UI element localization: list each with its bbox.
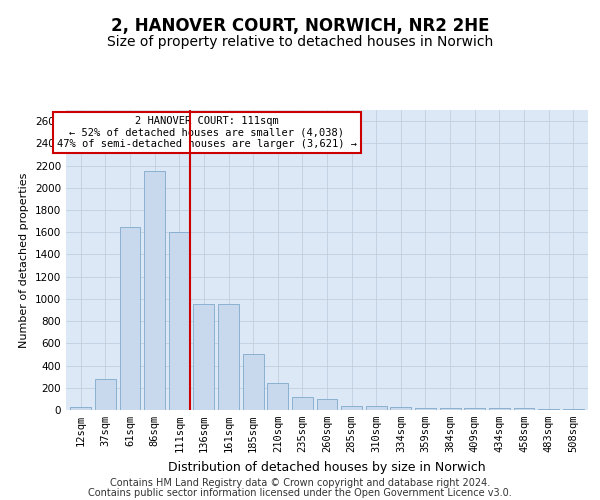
Bar: [415, 408, 436, 410]
Bar: [391, 407, 412, 410]
Bar: [292, 396, 313, 410]
Text: 2, HANOVER COURT, NORWICH, NR2 2HE: 2, HANOVER COURT, NORWICH, NR2 2HE: [111, 18, 489, 36]
Bar: [267, 383, 288, 410]
Text: Contains public sector information licensed under the Open Government Licence v3: Contains public sector information licen…: [88, 488, 512, 498]
Bar: [169, 232, 190, 410]
Bar: [464, 408, 485, 410]
Text: Contains HM Land Registry data © Crown copyright and database right 2024.: Contains HM Land Registry data © Crown c…: [110, 478, 490, 488]
Bar: [119, 226, 140, 410]
Bar: [317, 400, 337, 410]
Bar: [514, 408, 535, 410]
Bar: [341, 406, 362, 410]
Y-axis label: Number of detached properties: Number of detached properties: [19, 172, 29, 348]
Text: Size of property relative to detached houses in Norwich: Size of property relative to detached ho…: [107, 35, 493, 49]
Bar: [538, 409, 559, 410]
Bar: [95, 379, 116, 410]
Text: 2 HANOVER COURT: 111sqm
← 52% of detached houses are smaller (4,038)
47% of semi: 2 HANOVER COURT: 111sqm ← 52% of detache…: [57, 116, 357, 149]
Bar: [440, 408, 461, 410]
Bar: [193, 304, 214, 410]
Bar: [489, 408, 510, 410]
Bar: [563, 409, 584, 410]
Bar: [366, 406, 387, 410]
X-axis label: Distribution of detached houses by size in Norwich: Distribution of detached houses by size …: [168, 460, 486, 473]
Bar: [218, 304, 239, 410]
Bar: [144, 171, 165, 410]
Bar: [242, 354, 263, 410]
Bar: [70, 407, 91, 410]
